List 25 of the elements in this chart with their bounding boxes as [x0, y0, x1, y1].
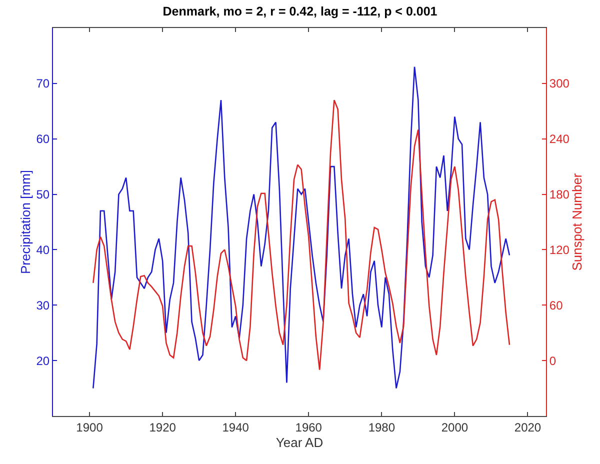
y-axis-title: Precipitation [mm]	[18, 170, 34, 274]
x-tick-label: 1980	[368, 420, 396, 434]
x-tick-label: 1920	[149, 420, 176, 434]
y-tick-label: 70	[36, 76, 50, 91]
x-tick-label: 2000	[441, 420, 468, 434]
y-tick-label: 40	[36, 242, 50, 257]
y2-axis-title: Sunspot Number	[570, 172, 585, 271]
y2-tick-label: 0	[549, 354, 556, 368]
y-tick-label: 50	[36, 187, 50, 202]
x-tick-label: 1900	[76, 420, 104, 434]
y-tick-label: 30	[36, 298, 50, 312]
y2-tick-label: 240	[549, 132, 570, 146]
chart-title: Denmark, mo = 2, r = 0.42, lag = -112, p < 0.001	[162, 4, 438, 19]
line-series	[92, 99, 510, 370]
y2-tick-label: 180	[549, 187, 570, 202]
x-tick-label: 2020	[514, 420, 542, 434]
x-tick-label: 1940	[222, 420, 250, 434]
x-tick-label: 1960	[295, 420, 322, 434]
y-tick-label: 20	[36, 354, 50, 368]
y2-tick-label: 120	[549, 242, 570, 257]
y2-tick-label: 300	[549, 76, 570, 91]
line-series	[92, 66, 510, 389]
x-axis-title: Year AD	[276, 435, 324, 450]
y2-tick-label: 60	[549, 298, 564, 312]
y-tick-label: 60	[36, 132, 50, 146]
